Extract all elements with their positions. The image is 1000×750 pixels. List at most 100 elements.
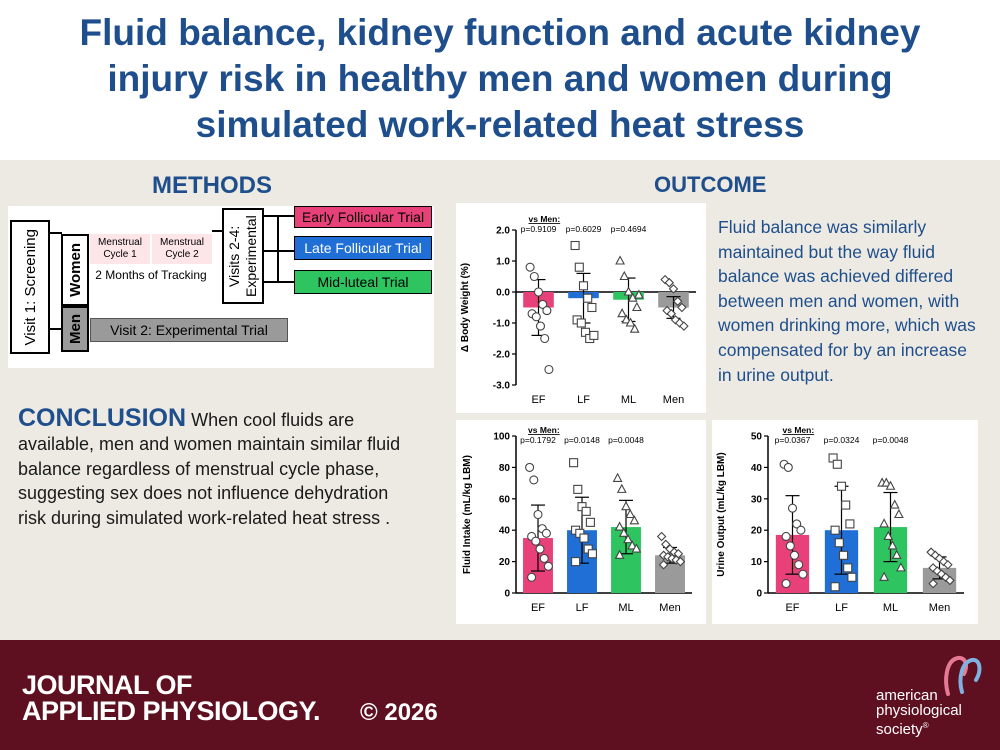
data-point: [666, 308, 677, 319]
men-label: Men: [66, 314, 84, 344]
data-point: [677, 302, 687, 313]
aps-wordmark: american physiological society®: [876, 688, 962, 737]
data-point: [792, 519, 802, 529]
tracking-label: 2 Months of Tracking: [95, 268, 207, 282]
x-tick-label: LF: [576, 602, 589, 614]
data-point: [614, 549, 625, 559]
x-tick-label: Men: [929, 602, 950, 614]
data-point: [943, 559, 953, 570]
data-point: [627, 540, 638, 550]
data-point: [525, 462, 535, 472]
data-point: [664, 277, 675, 288]
p-value-label: p=0.0324: [824, 435, 860, 445]
data-point: [781, 579, 791, 589]
data-point: [578, 281, 589, 291]
comparison-label: vs Men:: [528, 425, 560, 435]
fluid-intake-chart: 100 80 60 40 20 0 Fluid Intake (mL/kg LBM) EF p=…: [456, 420, 706, 624]
methods-connectors: [48, 215, 294, 330]
x-tick-label: LF: [577, 394, 590, 406]
data-point: [625, 508, 636, 519]
data-point: [543, 561, 553, 571]
data-point: [527, 572, 537, 582]
y-tick-label: 2.0: [496, 226, 510, 237]
data-point: [539, 553, 549, 564]
data-point: [834, 538, 844, 548]
data-point: [675, 556, 686, 567]
visit1-screening-box: Visit 1: Screening: [10, 220, 50, 354]
data-point: [571, 557, 581, 567]
data-point: [589, 330, 599, 340]
copyright: © 2026: [360, 699, 438, 726]
mid-luteal-trial: Mid-luteal Trial: [294, 270, 432, 294]
data-point: [668, 284, 679, 294]
cycle1-box: Menstrual Cycle 1: [90, 234, 150, 264]
data-point: [587, 549, 597, 559]
aps-line3: society: [876, 721, 923, 738]
y-tick-label: 80: [499, 463, 511, 474]
y-tick-label: 0: [504, 589, 510, 600]
data-point: [531, 312, 541, 322]
fluid-intake-chart-svg: 100 80 60 40 20 0 Fluid Intake (mL/kg LBM) EF p=…: [462, 425, 692, 614]
data-point: [781, 531, 791, 542]
data-point: [542, 306, 552, 316]
data-point: [531, 536, 541, 546]
body-weight-chart-svg: 2.0 1.0 0.0 -1.0 -2.0 -3.0 Δ Body Weight (%) EF…: [460, 214, 696, 406]
header: Fluid balance, kidney function and acute…: [0, 0, 1000, 160]
x-tick-label: EF: [785, 602, 799, 614]
x-tick-label: EF: [531, 394, 545, 406]
data-point: [574, 262, 584, 272]
data-point: [847, 572, 857, 582]
data-point: [661, 539, 671, 550]
p-value-label: p=0.4694: [611, 224, 647, 234]
footer: [0, 640, 1000, 750]
data-point: [679, 321, 689, 331]
early-follicular-trial: Early Follicular Trial: [294, 206, 432, 228]
y-tick-label: 1.0: [496, 257, 510, 268]
data-point: [614, 521, 625, 531]
data-point: [576, 318, 586, 328]
data-point: [889, 499, 900, 509]
data-point: [533, 287, 544, 297]
aps-registered: ®: [922, 721, 929, 730]
data-point: [541, 528, 551, 538]
data-point: [783, 462, 793, 472]
y-tick-label: 40: [499, 526, 511, 537]
data-point: [535, 544, 545, 554]
data-point: [836, 481, 847, 491]
visits24-box: Visits 2-4: Experimental: [222, 208, 264, 304]
data-point: [618, 527, 629, 537]
visit1-label: Visit 1: Screening: [21, 228, 39, 346]
outcome-text: Fluid balance was similarly maintained b…: [718, 217, 976, 385]
y-tick-label: 40: [751, 463, 763, 474]
data-point: [794, 560, 804, 570]
urine-output-chart: 50 40 30 20 10 0 Urine Output (mL/kg LBM) EF p=0…: [712, 420, 978, 624]
y-tick-label: 0.0: [496, 288, 510, 299]
data-point: [615, 255, 626, 265]
data-point: [830, 525, 840, 535]
visit2-men-trial: Visit 2: Experimental Trial: [90, 318, 288, 342]
data-point: [631, 301, 642, 312]
data-point: [585, 517, 595, 527]
body-weight-chart: 2.0 1.0 0.0 -1.0 -2.0 -3.0 Δ Body Weight (%) EF…: [456, 203, 706, 413]
data-point: [658, 559, 669, 570]
data-point: [616, 483, 627, 493]
p-value-label: p=0.0148: [564, 435, 600, 445]
data-point: [843, 563, 853, 573]
journal-line2: APPLIED PHYSIOLOGY.: [22, 696, 321, 726]
p-value-label: p=0.0048: [608, 435, 644, 445]
conclusion-heading: CONCLUSION: [18, 404, 187, 432]
y-tick-label: 20: [499, 557, 511, 568]
data-point: [581, 506, 591, 516]
y-tick-label: -1.0: [493, 319, 511, 330]
data-point: [672, 296, 683, 307]
journal-line1: JOURNAL OF: [22, 670, 193, 700]
p-value-label: p=0.0367: [775, 435, 811, 445]
data-point: [529, 271, 539, 282]
data-point: [623, 533, 633, 544]
data-point: [631, 543, 642, 553]
y-tick-label: 60: [499, 494, 511, 505]
data-point: [945, 575, 955, 586]
data-point: [785, 541, 795, 551]
y-axis-label: Urine Output (mL/kg LBM): [716, 452, 727, 576]
